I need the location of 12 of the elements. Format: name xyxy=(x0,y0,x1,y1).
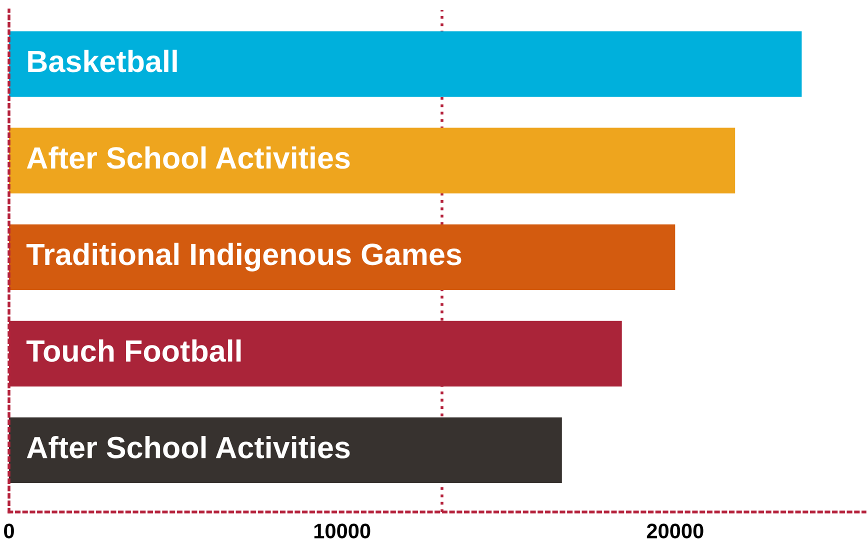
bar xyxy=(9,128,736,194)
x-tick-label: 20000 xyxy=(646,524,704,538)
y-tick-label: Basketball xyxy=(28,50,177,72)
x-tick-label: 10000 xyxy=(314,524,370,538)
bar xyxy=(9,417,562,484)
y-tick-label: Traditional Indigenous Games xyxy=(26,242,462,272)
x-tick-label: 0 xyxy=(4,524,14,538)
y-tick-label: After School Activities xyxy=(26,436,350,458)
y-tick-label: After School Activities xyxy=(26,146,350,169)
bar xyxy=(9,224,676,290)
y-tick-label: Touch Football xyxy=(26,339,241,362)
bar xyxy=(9,31,802,97)
